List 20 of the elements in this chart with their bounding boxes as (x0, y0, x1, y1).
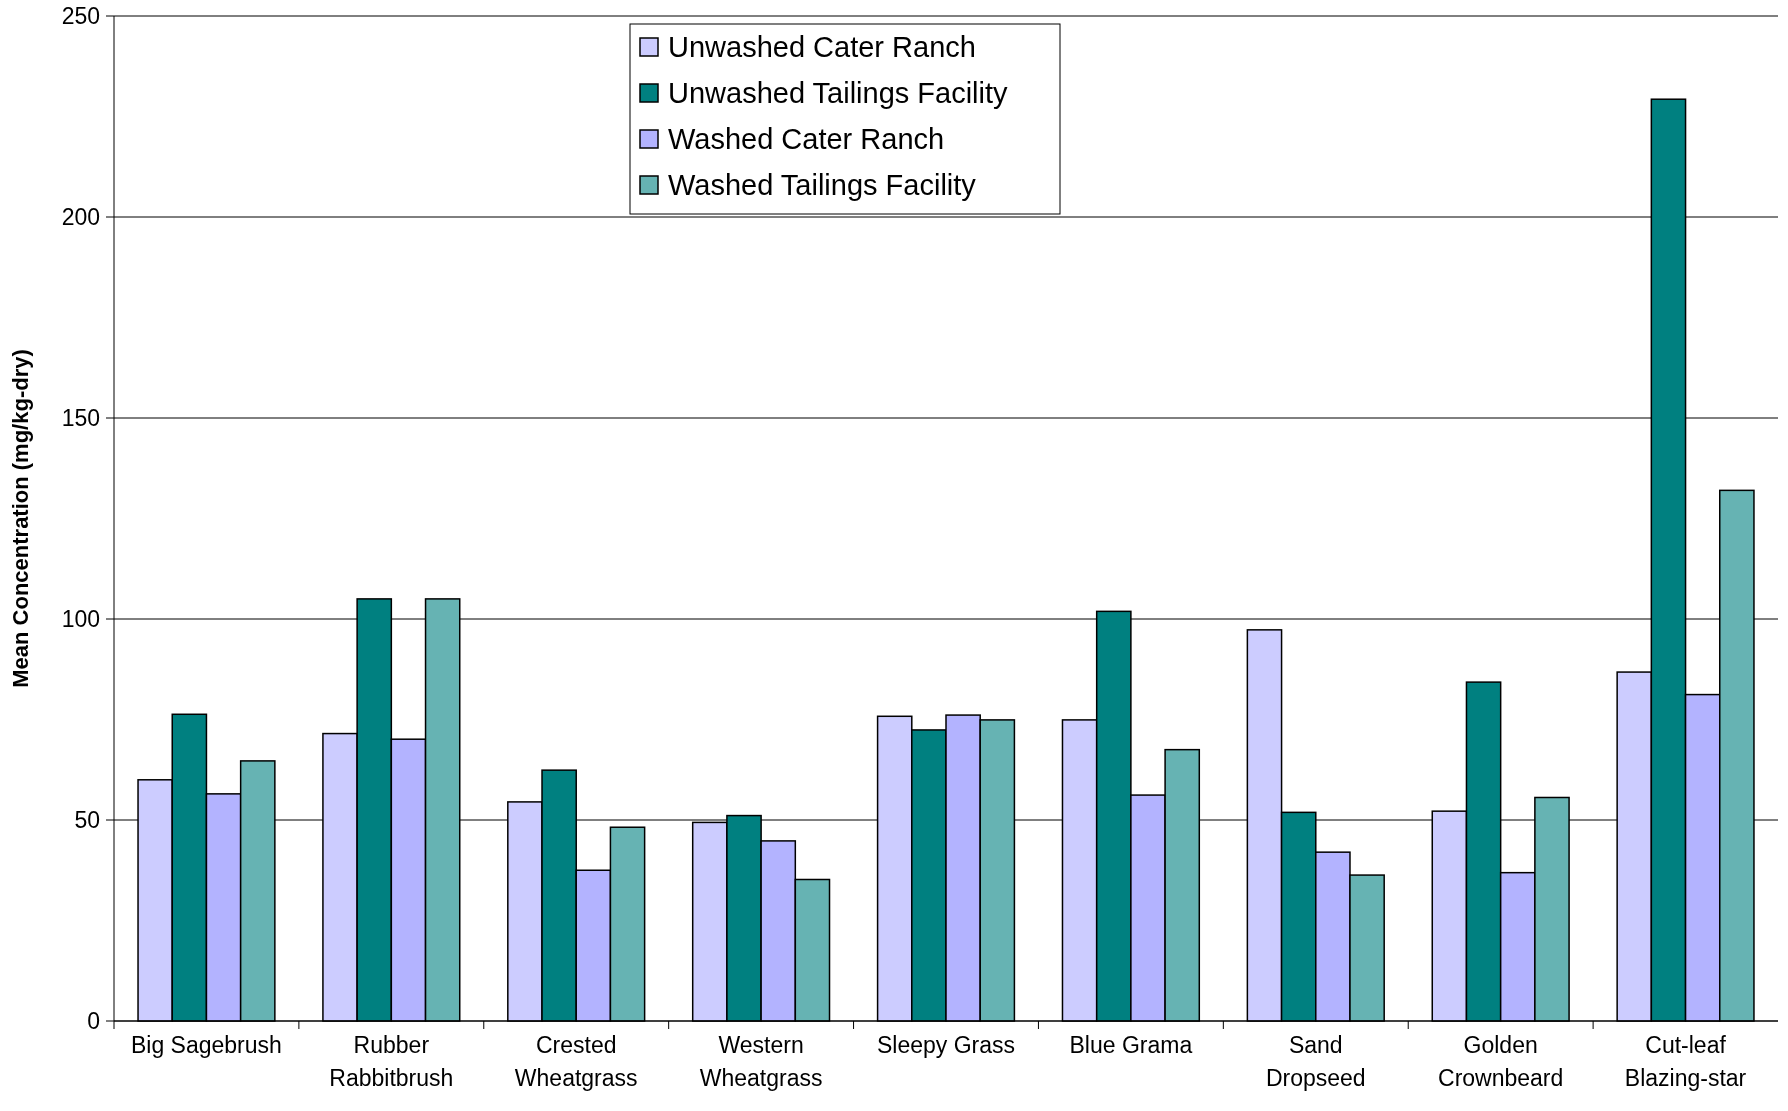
y-tick-label: 50 (74, 807, 100, 834)
y-axis-title: Mean Concentration (mg/kg-dry) (8, 349, 33, 688)
y-tick-label: 0 (87, 1008, 100, 1035)
x-tick-label: Sand Dropseed (1265, 1032, 1366, 1091)
legend-label: Unwashed Tailings Facility (668, 77, 1009, 110)
x-tick-label: Golden Crownbeard (1438, 1032, 1564, 1091)
x-tick-label: Sleepy Grass (876, 1032, 1016, 1058)
legend-label: Washed Cater Ranch (668, 123, 945, 156)
y-tick-label: 250 (61, 3, 100, 30)
legend-label: Unwashed Cater Ranch (668, 31, 976, 64)
x-tick-label: Western Wheatgrass (699, 1032, 823, 1091)
y-tick-label: 200 (61, 204, 100, 231)
x-tick-label: Crested Wheatgrass (514, 1032, 638, 1091)
x-tick-label: Blue Grama (1069, 1032, 1193, 1058)
y-tick-label: 150 (61, 405, 100, 432)
y-tick-label: 100 (61, 606, 100, 633)
x-tick-label: Cut-leaf Blazing-star (1624, 1032, 1747, 1091)
x-tick-label: Rubber Rabbitbrush (329, 1032, 454, 1091)
legend-label: Washed Tailings Facility (668, 169, 977, 202)
x-tick-label: Big Sagebrush (131, 1032, 282, 1058)
